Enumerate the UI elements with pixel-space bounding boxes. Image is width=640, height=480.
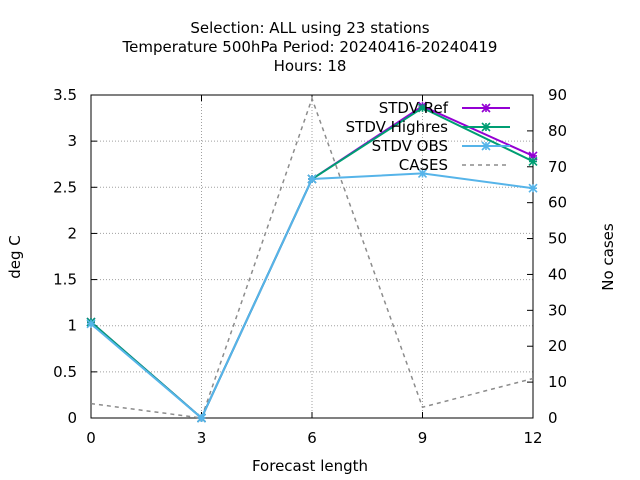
y2-tick-label: 70 [548,158,567,176]
y-tick-label: 2 [67,224,77,242]
x-tick-label: 0 [86,429,96,447]
y2-tick-label: 30 [548,301,567,319]
legend-label-cases: CASES [399,156,448,174]
data-point-stdv-obs [307,174,317,184]
y-axis-label: deg C [6,235,24,279]
data-point-stdv-obs [86,319,96,329]
x-tick-label: 9 [418,429,428,447]
series-stdv-obs [86,168,538,423]
y2-tick-label: 60 [548,194,567,212]
y-tick-label: 1.5 [53,271,77,289]
x-tick-label: 12 [523,429,542,447]
data-point-stdv-highres [417,103,428,113]
legend-label-stdv-obs: STDV OBS [372,137,448,155]
series [86,96,538,423]
y2-tick-label: 10 [548,373,567,391]
series-line-cases [90,96,534,419]
y-tick-label: 0 [67,409,77,427]
title-line-2: Temperature 500hPa Period: 20240416-2024… [122,38,498,56]
x-tick-label: 6 [307,429,317,447]
series-line-stdv-obs [90,172,534,420]
y2-tick-label: 40 [548,265,567,283]
y2-tick-label: 80 [548,122,567,140]
legend-label-stdv-ref: STDV Ref [379,99,449,117]
legend-item-stdv-obs: STDV OBS [372,137,510,155]
grid [91,95,533,418]
legend-marker-stdv-highres [481,122,491,132]
x-axis-label: Forecast length [252,457,368,475]
y-tick-label: 1 [67,317,77,335]
y2-tick-label: 50 [548,230,567,248]
data-point-stdv-obs [196,413,207,423]
title-line-3: Hours: 18 [274,57,347,75]
y-tick-label: 3 [67,132,77,150]
y2-tick-label: 20 [548,337,567,355]
y2-tick-label: 0 [548,409,558,427]
legend-marker-stdv-ref [481,103,491,113]
y-tick-label: 0.5 [53,363,77,381]
y-tick-label: 3.5 [53,86,77,104]
legend-item-stdv-ref: STDV Ref [379,99,510,117]
y2-tick-label: 90 [548,86,567,104]
data-point-stdv-obs [528,183,538,193]
legend-item-cases: CASES [399,156,510,174]
legend-label-stdv-highres: STDV Highres [346,118,449,136]
axis-ticks: 0 0.5 1 1.5 2 2.5 3 3.5 0 3 6 9 12 0 10 20 30 40 50 60 70 80 9… [53,86,567,447]
chart-title: Selection: ALL using 23 stations Tempera… [122,19,498,75]
data-point-stdv-obs [417,168,428,179]
data-point-stdv-highres [528,156,538,167]
x-tick-label: 3 [197,429,207,447]
legend-marker-stdv-obs [481,141,491,151]
y2-axis-label: No cases [599,223,617,291]
legend-item-stdv-highres: STDV Highres [346,118,510,136]
series-cases [90,96,534,419]
title-line-1: Selection: ALL using 23 stations [190,19,429,37]
data-point-stdv-ref [528,151,538,161]
y-tick-label: 2.5 [53,178,77,196]
